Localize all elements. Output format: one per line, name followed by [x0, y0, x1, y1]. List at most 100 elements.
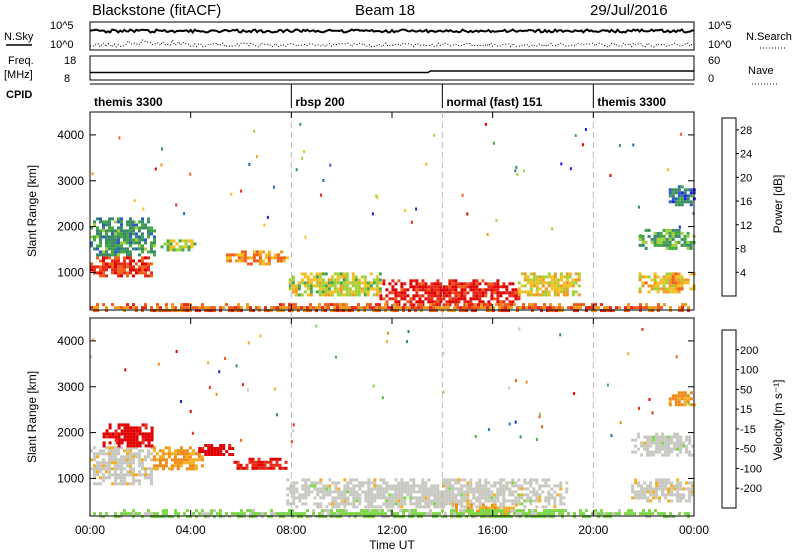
- heatmap-cell: [120, 470, 123, 474]
- heatmap-cell: [183, 309, 186, 313]
- heatmap-cell: [269, 460, 273, 464]
- heatmap-cell: [445, 499, 449, 503]
- heatmap-cell: [339, 290, 343, 294]
- heatmap-cell: [442, 493, 446, 497]
- heatmap-cell: [396, 512, 399, 516]
- heatmap-cell: [96, 473, 99, 477]
- heatmap-cell: [565, 284, 569, 288]
- heatmap-cell: [243, 259, 247, 263]
- heatmap-cell: [193, 242, 197, 246]
- heatmap-cell: [502, 490, 506, 494]
- heatmap-cell: [174, 509, 177, 513]
- heatmap-cell: [102, 515, 105, 519]
- heatmap-cell: [559, 278, 563, 282]
- heatmap-cell: [553, 278, 557, 282]
- heatmap-cell: [240, 306, 243, 310]
- heatmap-cell: [123, 250, 126, 254]
- heatmap-cell: [463, 282, 467, 286]
- heatmap-cell: [255, 515, 258, 519]
- colorbar-frame: [721, 117, 737, 297]
- heatmap-cell: [544, 290, 548, 294]
- heatmap-cell: [553, 284, 557, 288]
- heatmap-cell: [585, 509, 588, 513]
- heatmap-cell: [680, 284, 684, 288]
- heatmap-cell: [123, 268, 126, 272]
- heatmap-cell: [499, 502, 503, 506]
- heatmap-cell: [685, 444, 689, 448]
- heatmap-cell: [400, 282, 404, 286]
- heatmap-cell: [463, 300, 467, 304]
- heatmap-cell: [336, 303, 339, 307]
- heatmap-cell: [294, 284, 298, 288]
- heatmap-cell: [549, 309, 552, 313]
- heatmap-cell: [514, 169, 517, 173]
- heatmap-cell: [664, 484, 668, 488]
- heatmap-cell: [159, 515, 162, 519]
- heatmap-cell: [170, 467, 174, 471]
- heatmap-cell: [495, 512, 498, 516]
- heatmap-cell: [388, 484, 392, 488]
- heatmap-cell: [292, 423, 295, 427]
- heatmap-cell: [640, 490, 644, 494]
- heatmap-cell: [511, 493, 515, 497]
- heatmap-cell: [683, 191, 687, 195]
- heatmap-cell: [339, 515, 342, 519]
- heatmap-cell: [547, 284, 551, 288]
- heatmap-cell: [571, 278, 575, 282]
- heatmap-cell: [683, 240, 687, 244]
- heatmap-cell: [436, 294, 440, 298]
- heatmap-cell: [454, 282, 458, 286]
- heatmap-cell: [126, 247, 129, 251]
- heatmap-cell: [394, 294, 398, 298]
- cpid-segment-label: rbsp 200: [295, 95, 345, 109]
- heatmap-cell: [673, 432, 677, 436]
- heatmap-cell: [466, 499, 470, 503]
- heatmap-cell: [357, 278, 361, 282]
- heatmap-cell: [105, 244, 108, 248]
- heatmap-cell: [567, 306, 570, 310]
- heatmap-cell: [433, 490, 437, 494]
- heatmap-cell: [176, 452, 180, 456]
- heatmap-cell: [691, 453, 695, 457]
- heatmap-cell: [480, 515, 483, 519]
- heatmap-cell: [534, 306, 537, 310]
- heatmap-cell: [358, 484, 362, 488]
- heatmap-cell: [418, 496, 422, 500]
- heatmap-cell: [144, 271, 147, 275]
- heatmap-cell: [123, 473, 126, 477]
- heatmap-cell: [179, 464, 183, 468]
- heatmap-cell: [300, 281, 304, 285]
- heatmap-cell: [391, 288, 395, 292]
- heatmap-cell: [670, 450, 674, 454]
- heatmap-cell: [514, 481, 518, 485]
- heatmap-cell: [674, 191, 678, 195]
- heatmap-cell: [469, 484, 473, 488]
- heatmap-cell: [382, 496, 386, 500]
- heatmap-cell: [481, 506, 485, 510]
- heatmap-cell: [558, 303, 561, 307]
- heatmap-cell: [565, 481, 569, 485]
- heatmap-cell: [451, 496, 455, 500]
- heatmap-cell: [327, 512, 330, 516]
- heatmap-cell: [114, 256, 117, 260]
- heatmap-cell: [141, 235, 144, 239]
- heatmap-cell: [671, 246, 675, 250]
- heatmap-cell: [517, 502, 521, 506]
- heatmap-cell: [673, 435, 677, 439]
- heatmap-cell: [450, 515, 453, 519]
- heatmap-cell: [114, 455, 117, 459]
- heatmap-cell: [505, 509, 509, 513]
- heatmap-cell: [132, 426, 136, 430]
- heatmap-cell: [671, 200, 675, 204]
- heatmap-cell: [439, 297, 443, 301]
- heatmap-cell: [165, 515, 168, 519]
- heatmap-cell: [357, 512, 360, 516]
- heatmap-cell: [466, 484, 470, 488]
- heatmap-cell: [546, 306, 549, 310]
- heatmap-cell: [117, 262, 120, 266]
- heatmap-cell: [640, 453, 644, 457]
- heatmap-cell: [343, 496, 347, 500]
- heatmap-cell: [176, 449, 180, 453]
- heatmap-cell: [489, 303, 492, 307]
- heatmap-cell: [397, 490, 401, 494]
